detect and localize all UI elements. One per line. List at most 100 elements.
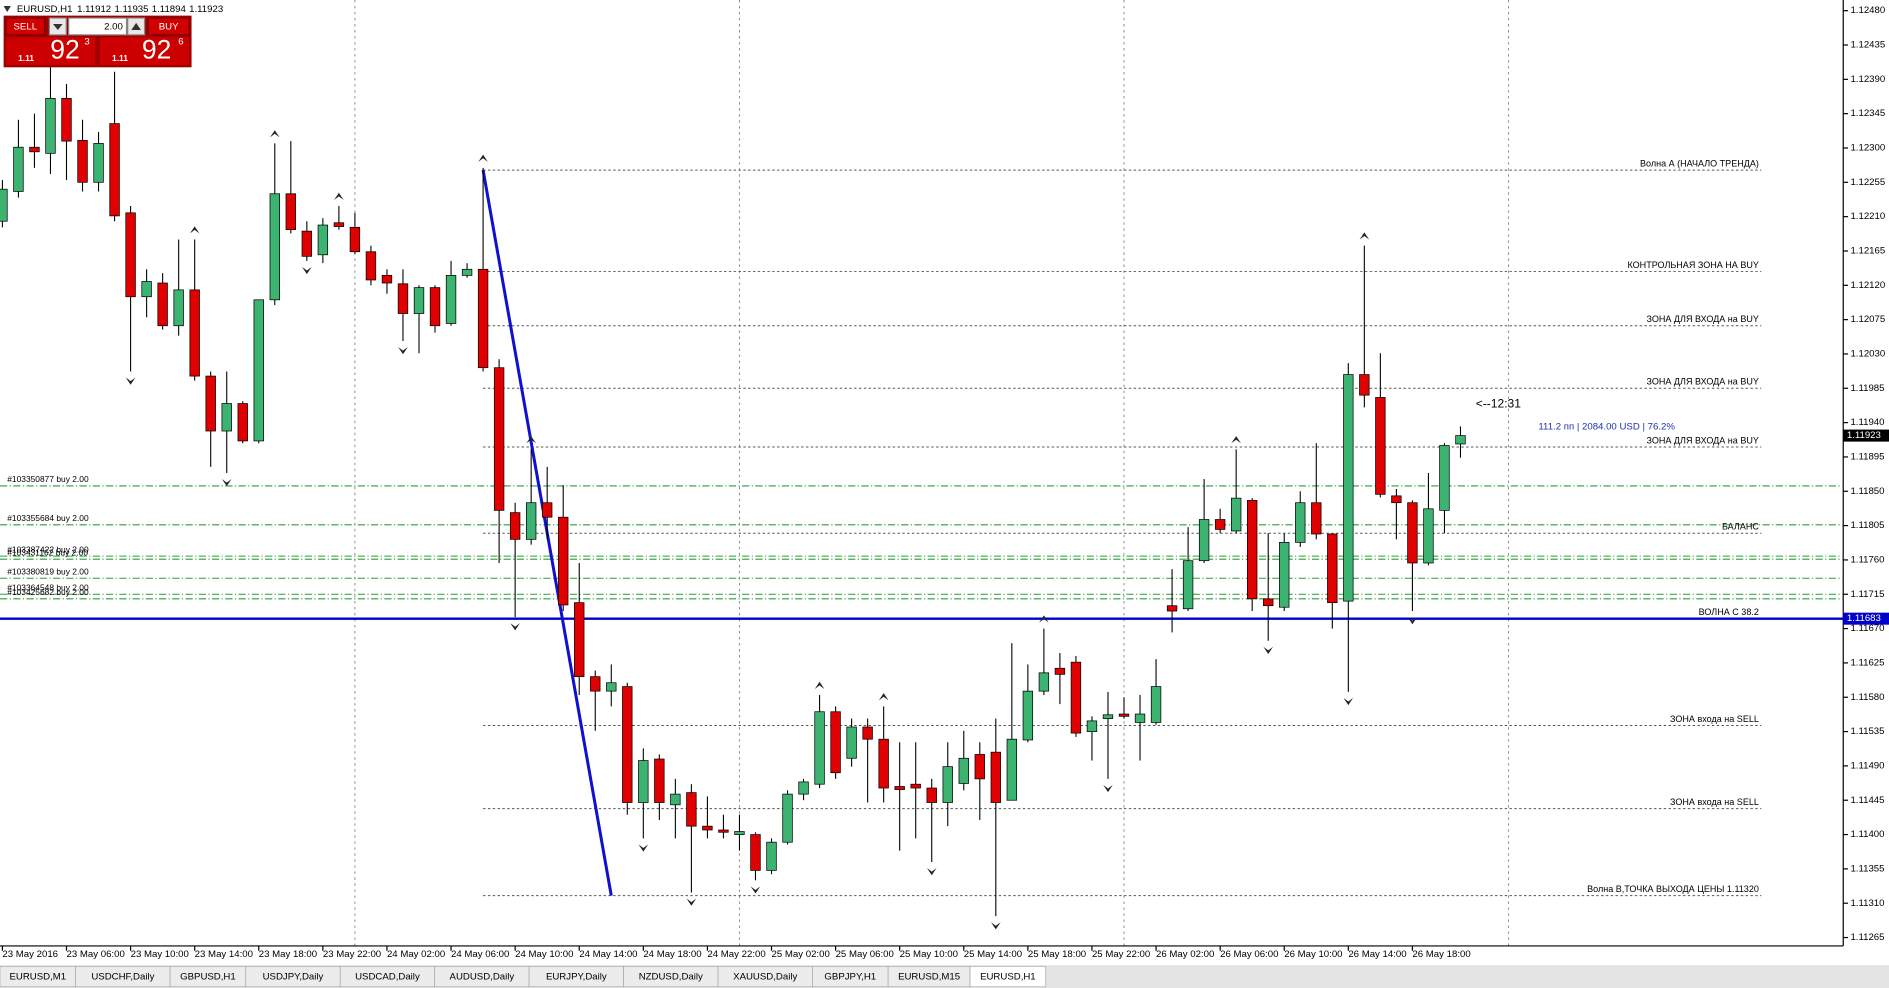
profit-info: 111.2 пп | 2084.00 USD | 76.2%: [1538, 422, 1675, 433]
bull-body: [1134, 713, 1146, 723]
level-label: КОНТРОЛЬНАЯ ЗОНА НА BUY: [1628, 260, 1759, 270]
bear-body: [1263, 598, 1274, 607]
level-label: Волна А (НАЧАЛО ТРЕНДА): [1640, 158, 1759, 168]
fractal-down: [686, 898, 697, 906]
y-tick-label: 1.11310: [1850, 898, 1884, 909]
bull-body: [734, 831, 745, 835]
bull-body: [93, 143, 104, 183]
bear-body: [910, 783, 921, 789]
y-tick-label: 1.11400: [1850, 829, 1884, 840]
close: 1.11923: [189, 4, 223, 15]
sell-big: 1.11: [18, 53, 34, 63]
tab-label[interactable]: XAUUSD,Daily: [733, 972, 797, 983]
tab-label[interactable]: EURJPY,Daily: [546, 972, 607, 983]
tab-label[interactable]: EURUSD,M15: [898, 972, 960, 983]
fractal-up: [1359, 232, 1370, 240]
y-tick-label: 1.11715: [1850, 589, 1884, 600]
tab-label[interactable]: EURUSD,M1: [9, 972, 66, 983]
y-tick-label: 1.11850: [1850, 486, 1884, 497]
y-tick-label: 1.11805: [1850, 520, 1884, 531]
bull-body: [1198, 519, 1210, 562]
fractal-down: [991, 922, 1001, 930]
buy-pips: 92: [142, 35, 171, 65]
bear-body: [1327, 533, 1338, 604]
y-tick-label: 1.11940: [1850, 417, 1884, 428]
bull-body: [670, 793, 681, 806]
sell-label[interactable]: SELL: [14, 22, 38, 33]
bull-body: [1343, 374, 1354, 602]
low: 1.11894: [152, 4, 187, 15]
bear-body: [1166, 605, 1178, 612]
order-label: #103355684 buy 2.00: [7, 513, 89, 523]
symbol: EURUSD,H1: [17, 4, 73, 15]
bull-body: [1086, 720, 1098, 732]
bull-body: [1102, 714, 1114, 719]
y-tick-label: 1.11445: [1850, 795, 1884, 806]
x-tick-label: 23 May 18:00: [259, 949, 317, 960]
x-tick-label: 25 May 06:00: [836, 949, 894, 960]
lot-input[interactable]: [68, 17, 128, 36]
tab-label[interactable]: USDJPY,Daily: [263, 972, 324, 983]
bear-body: [1214, 519, 1226, 530]
buy-label[interactable]: BUY: [159, 22, 179, 33]
fractal-down: [926, 868, 937, 876]
bull-body: [1006, 738, 1018, 801]
x-tick-label: 23 May 06:00: [67, 949, 125, 960]
bull-body: [798, 781, 809, 795]
level-label: ЗОНА входа на SELL: [1670, 714, 1759, 724]
y-tick-label: 1.11490: [1850, 760, 1884, 771]
bear-body: [590, 676, 601, 692]
y-tick-label: 1.11760: [1850, 554, 1884, 565]
bear-body: [1118, 713, 1130, 717]
y-tick-label: 1.11355: [1850, 863, 1884, 874]
level-label: БАЛАНС: [1722, 522, 1759, 532]
tab-label[interactable]: USDCHF,Daily: [91, 972, 154, 983]
bear-body: [1407, 502, 1418, 564]
buy-price-box[interactable]: [99, 37, 190, 65]
y-tick-label: 1.12075: [1850, 314, 1885, 325]
symbol-icon: [3, 6, 11, 13]
fractal-down: [638, 844, 649, 852]
price-marker-bg: [1843, 612, 1889, 625]
bear-body: [622, 686, 633, 803]
bear-body: [333, 222, 345, 227]
tab[interactable]: [969, 966, 1047, 988]
level-label: ЗОНА ДЛЯ ВХОДА на BUY: [1647, 314, 1759, 324]
tab-label[interactable]: USDCAD,Daily: [355, 972, 420, 983]
fractal-down: [1103, 784, 1113, 793]
buy-point: 6: [178, 37, 183, 48]
tab-label[interactable]: GBPUSD,H1: [180, 972, 236, 983]
bear-body: [189, 289, 200, 377]
bull-body: [525, 502, 537, 540]
y-tick-label: 1.12255: [1850, 177, 1885, 188]
tab-label[interactable]: NZDUSD,Daily: [639, 972, 703, 983]
bull-body: [1022, 690, 1034, 741]
buy-button[interactable]: [147, 17, 190, 36]
y-tick-label: 1.12345: [1850, 108, 1885, 119]
up-arrow: [131, 22, 141, 31]
fractal-down: [125, 377, 136, 385]
tab-label[interactable]: GBPJPY,H1: [824, 972, 876, 983]
bull-body: [638, 760, 649, 803]
bull-body: [942, 766, 953, 803]
bull-body: [221, 403, 232, 432]
bear-body: [718, 829, 729, 833]
level-label: ЗОНА входа на SELL: [1670, 797, 1759, 807]
x-tick-label: 25 May 10:00: [900, 949, 958, 960]
bear-body: [397, 283, 409, 314]
order-label: #103425682 buy 2.00: [7, 587, 89, 597]
sell-pips: 92: [50, 35, 79, 65]
sell-price-box[interactable]: [6, 37, 96, 65]
bull-body: [1230, 497, 1242, 532]
order-label: #103431162 buy 2.00: [7, 547, 88, 557]
bull-body: [1182, 560, 1194, 610]
bear-body: [509, 512, 521, 540]
tab-label[interactable]: EURUSD,H1: [980, 972, 1036, 983]
bear-body: [974, 754, 985, 780]
bear-body: [381, 275, 393, 284]
y-tick-label: 1.12120: [1850, 280, 1885, 291]
lot-value[interactable]: 2.00: [104, 22, 123, 33]
sell-button[interactable]: [5, 17, 46, 36]
tab-label[interactable]: AUDUSD,Daily: [450, 972, 515, 983]
